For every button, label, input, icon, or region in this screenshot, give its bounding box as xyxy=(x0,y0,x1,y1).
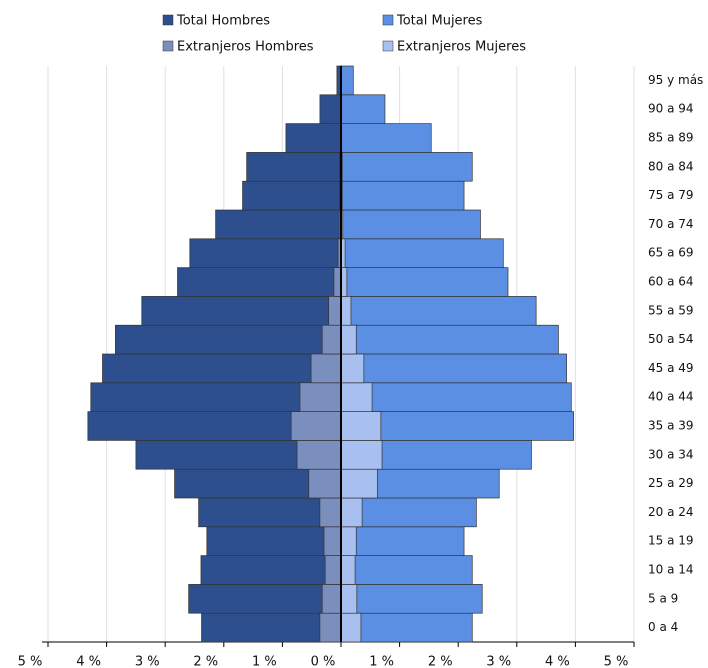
bar xyxy=(340,180,465,211)
y-tick-label: 80 a 84 xyxy=(648,159,694,173)
y-tick-label: 45 a 49 xyxy=(648,361,694,375)
x-tick-label: 4 % xyxy=(76,655,101,668)
bar xyxy=(340,555,356,585)
bar xyxy=(340,584,483,614)
bar xyxy=(340,440,383,470)
bar xyxy=(321,324,342,355)
bar xyxy=(340,612,473,643)
bar xyxy=(340,152,473,182)
y-tick-label: 65 a 69 xyxy=(648,246,694,260)
legend-label: Total Hombres xyxy=(176,14,270,29)
bar xyxy=(319,94,342,124)
legend-swatch xyxy=(382,14,394,26)
bar xyxy=(340,238,504,268)
bar xyxy=(340,555,473,585)
bar xyxy=(299,382,342,412)
legend-swatch xyxy=(382,40,394,52)
bar xyxy=(141,296,342,326)
bar xyxy=(200,555,342,585)
bar xyxy=(340,526,357,556)
y-tick-label: 10 a 14 xyxy=(648,563,694,577)
bar xyxy=(102,353,342,384)
bar xyxy=(206,526,342,556)
y-tick-label: 0 a 4 xyxy=(648,620,678,634)
bar xyxy=(340,296,352,326)
bar xyxy=(340,209,481,240)
bar xyxy=(340,526,465,556)
bar xyxy=(177,267,342,297)
y-tick-label: 5 a 9 xyxy=(648,591,678,605)
y-tick-label: 75 a 79 xyxy=(648,188,694,202)
bar xyxy=(198,497,342,528)
bar xyxy=(319,497,342,528)
y-tick-label: 70 a 74 xyxy=(648,217,694,231)
x-tick-label: 4 % xyxy=(545,655,570,668)
legend-label: Total Mujeres xyxy=(396,14,483,29)
bar xyxy=(340,382,572,412)
y-tick-label: 55 a 59 xyxy=(648,303,694,317)
y-tick-label: 90 a 94 xyxy=(648,102,694,116)
bar xyxy=(189,238,342,268)
bar xyxy=(340,267,509,297)
bar xyxy=(290,411,342,441)
x-tick-label: 1 % xyxy=(369,655,394,668)
x-tick-label: 3 % xyxy=(135,655,160,668)
bar xyxy=(188,584,342,614)
bar xyxy=(308,468,342,499)
bar xyxy=(323,526,342,556)
y-tick-label: 85 a 89 xyxy=(648,131,694,145)
bar xyxy=(324,555,342,585)
bar xyxy=(115,324,342,355)
bar xyxy=(246,152,342,182)
bar xyxy=(201,612,342,643)
bar xyxy=(340,468,378,499)
bar xyxy=(340,382,373,412)
x-tick-label: 2 % xyxy=(193,655,218,668)
y-tick-label: 95 y más xyxy=(648,73,703,87)
x-tick-label: 3 % xyxy=(486,655,511,668)
bar xyxy=(296,440,342,470)
y-tick-label: 25 a 29 xyxy=(648,476,694,490)
bar xyxy=(340,584,358,614)
y-tick-label: 40 a 44 xyxy=(648,390,694,404)
bar xyxy=(340,324,559,355)
legend-label: Extranjeros Hombres xyxy=(177,40,314,55)
bar xyxy=(321,584,342,614)
legend-swatch xyxy=(162,14,174,26)
x-tick-label: 1 % xyxy=(252,655,277,668)
x-tick-label: 5 % xyxy=(604,655,629,668)
x-tick-label: 0 % xyxy=(311,655,336,668)
bar xyxy=(340,612,362,643)
bar xyxy=(340,296,537,326)
bar xyxy=(340,411,382,441)
bar xyxy=(340,65,354,96)
legend-swatch xyxy=(162,40,174,52)
y-tick-label: 50 a 54 xyxy=(648,332,694,346)
bar xyxy=(90,382,342,412)
x-tick-label: 5 % xyxy=(18,655,43,668)
bar xyxy=(319,612,342,643)
y-tick-label: 20 a 24 xyxy=(648,505,694,519)
bar xyxy=(340,94,386,124)
bar xyxy=(340,324,357,355)
y-tick-label: 35 a 39 xyxy=(648,419,694,433)
bar xyxy=(328,296,342,326)
x-tick-label: 2 % xyxy=(428,655,453,668)
bar xyxy=(242,180,342,211)
bar xyxy=(340,353,365,384)
legend-label: Extranjeros Mujeres xyxy=(397,40,526,55)
y-tick-label: 30 a 34 xyxy=(648,447,694,461)
bar xyxy=(310,353,342,384)
y-tick-label: 15 a 19 xyxy=(648,534,694,548)
bar xyxy=(340,497,363,528)
bar xyxy=(340,353,567,384)
bar xyxy=(340,123,432,153)
y-tick-label: 60 a 64 xyxy=(648,275,694,289)
bar xyxy=(285,123,342,153)
bar xyxy=(215,209,342,240)
bar xyxy=(340,497,477,528)
bar xyxy=(333,267,342,297)
